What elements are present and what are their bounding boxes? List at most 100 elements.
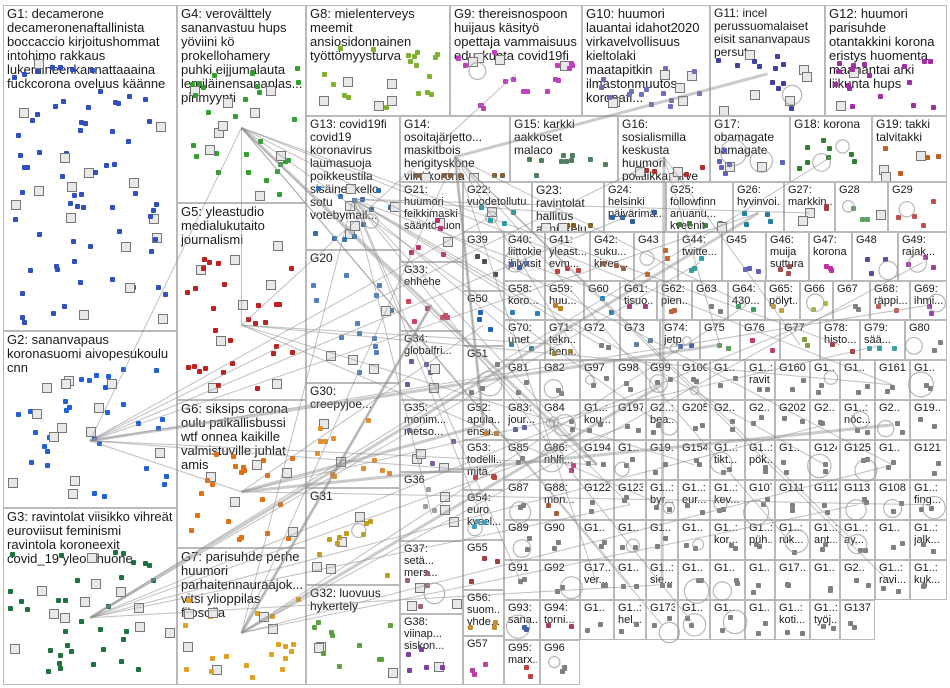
group-label: G41: yleast... evm...: [549, 234, 587, 270]
group-id: G2..: [749, 402, 770, 414]
vertex-node: [425, 89, 431, 95]
vertex-node: [868, 270, 874, 276]
vertex-node: [721, 470, 727, 476]
vertex-node: [154, 368, 160, 374]
vertex-node: [97, 89, 103, 95]
vertex-node: [811, 306, 817, 312]
vertex-node: [545, 503, 551, 509]
group-cell-g1: G1..: [678, 600, 710, 640]
group-label: G1..: [749, 562, 772, 574]
group-id: G38: [404, 616, 425, 628]
vertex-node: [335, 540, 341, 546]
group-id: G2..: [650, 402, 671, 414]
vertex-node: [112, 549, 118, 555]
vertex-node: [28, 267, 34, 273]
vertex-node: [18, 152, 24, 158]
group-id: G2..: [714, 402, 735, 414]
vertex-node: [118, 659, 124, 665]
group-id: G1..: [814, 562, 835, 574]
vertex-node: [800, 377, 806, 383]
group-label: G39: [467, 234, 501, 246]
group-label: G58: koro...: [508, 283, 539, 307]
group-label: G1..: [749, 602, 772, 614]
vertex-node: [418, 604, 424, 610]
group-id: G39: [467, 234, 488, 246]
group-cell-g60: G60: [584, 281, 620, 320]
group-cell-g197: G197: [614, 400, 646, 440]
vertex-node: [685, 503, 691, 509]
vertex-node: [823, 301, 829, 307]
vertex-node: [819, 420, 825, 426]
group-label: G113: [844, 482, 872, 494]
vertex-node: [627, 303, 633, 309]
group-cell-g79: G79: sää...: [860, 320, 905, 360]
group-cell-g89: G89: [504, 520, 540, 560]
vertex-node: [568, 624, 574, 630]
group-id: G99: [650, 362, 671, 374]
group-cell-g124: G124: [810, 440, 840, 480]
vertex-node: [263, 319, 268, 325]
vertex-node: [491, 625, 497, 631]
group-id: G87: [508, 482, 529, 494]
vertex-node: [325, 350, 336, 361]
group-label: G43: [638, 234, 675, 246]
vertex-node: [892, 346, 898, 352]
group-label: G1..: [618, 522, 643, 534]
group-keywords: decamerone decameronenaftallinista bocca…: [7, 7, 166, 91]
vertex-node: [354, 321, 360, 327]
vertex-node: [541, 223, 552, 231]
vertex-node: [184, 290, 190, 296]
group-id: G113: [844, 482, 871, 494]
vertex-node: [499, 173, 505, 178]
group-cell-g46: G46: muija suttura: [766, 232, 809, 281]
vertex-node: [216, 336, 227, 347]
vertex-node: [645, 271, 651, 277]
vertex-node: [377, 283, 383, 289]
group-id: G46: [770, 234, 791, 246]
vertex-node: [250, 675, 256, 681]
vertex-node: [733, 376, 739, 382]
vertex-node: [212, 72, 218, 78]
vertex-node: [429, 461, 435, 467]
group-id: G1..: [749, 562, 770, 574]
group-label: G202: [779, 402, 807, 414]
vertex-node: [652, 168, 658, 174]
group-label: G11: incel perussuomalaiset eisit sananv…: [714, 7, 811, 59]
vertex-node: [277, 192, 283, 197]
vertex-node: [756, 161, 767, 172]
group-cell-g1: G1..: [710, 600, 745, 640]
group-label: G93: sana...: [508, 602, 537, 626]
group-cell-g99: G99: [646, 360, 678, 400]
vertex-node: [911, 213, 917, 219]
vertex-node: [688, 342, 694, 348]
group-id: G1..: [879, 522, 900, 534]
group-id: G90: [544, 522, 565, 534]
group-cell-g19: G19: takki talvitakki: [872, 116, 947, 182]
group-cell-g2: G2..: [840, 560, 875, 600]
vertex-node: [34, 68, 40, 74]
vertex-node: [677, 344, 683, 350]
group-label: G73: [624, 322, 657, 334]
group-id: G81: [508, 362, 529, 374]
vertex-node: [213, 328, 219, 334]
group-id: G95: [508, 642, 529, 654]
vertex-node: [931, 470, 937, 476]
group-cell-g30: G30: creepyjoe...: [306, 383, 400, 488]
vertex-node: [786, 264, 792, 270]
vertex-node: [527, 673, 533, 679]
group-keywords: parisuhde perhe huumori parhaitennauraaj…: [181, 550, 303, 620]
vertex-node: [668, 98, 674, 104]
vertex-node: [203, 366, 209, 372]
vertex-node: [715, 57, 721, 63]
vertex-node: [660, 582, 666, 588]
vertex-node: [367, 518, 373, 524]
vertex-node: [313, 642, 324, 653]
vertex-node: [451, 599, 462, 610]
group-label: G1..: [650, 522, 675, 534]
group-label: G112: [814, 482, 837, 494]
vertex-node: [268, 651, 274, 657]
group-label: G1..: pök...: [749, 442, 772, 466]
group-keywords: rajak...: [902, 246, 936, 258]
group-cell-g51: G51: [463, 346, 504, 400]
vertex-node: [823, 462, 829, 468]
